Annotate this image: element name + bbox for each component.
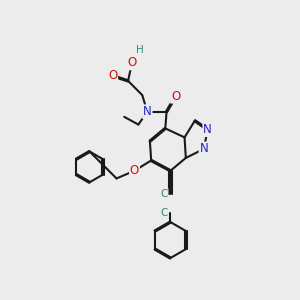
- Text: N: N: [203, 123, 212, 136]
- Text: C: C: [160, 189, 168, 199]
- Text: O: O: [108, 69, 117, 82]
- Text: H: H: [136, 45, 143, 55]
- Text: O: O: [171, 90, 180, 103]
- Text: O: O: [127, 56, 136, 70]
- Text: N: N: [200, 142, 208, 155]
- Text: O: O: [130, 164, 139, 177]
- Text: C: C: [160, 208, 168, 218]
- Text: N: N: [143, 105, 152, 118]
